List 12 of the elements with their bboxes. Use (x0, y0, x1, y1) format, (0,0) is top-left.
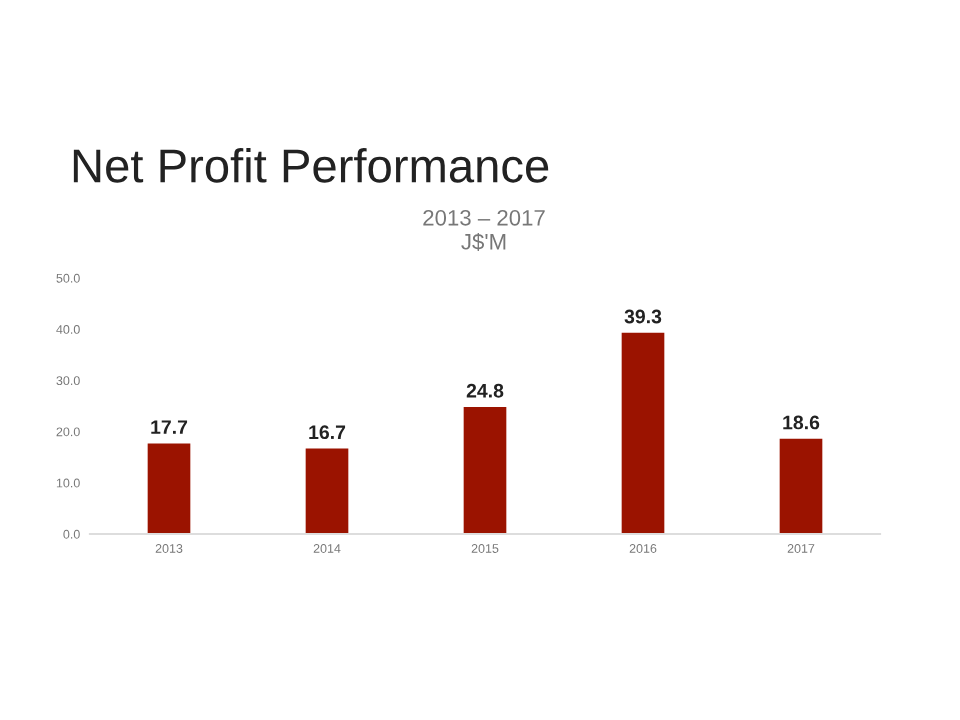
bar (621, 332, 665, 534)
data-label: 16.7 (309, 425, 346, 440)
data-label: 39.3 (624, 309, 662, 324)
data-label: 17.7 (151, 420, 188, 434)
chart-subtitle: 2013 – 2017 J$'M (423, 209, 545, 251)
bar (305, 448, 349, 534)
chart-title: Net Profit Performance (73, 147, 549, 183)
bar (779, 438, 823, 534)
data-label: 18.6 (783, 415, 820, 430)
data-label: 24.8 (466, 383, 504, 398)
bar (463, 407, 507, 534)
bar (147, 443, 191, 534)
